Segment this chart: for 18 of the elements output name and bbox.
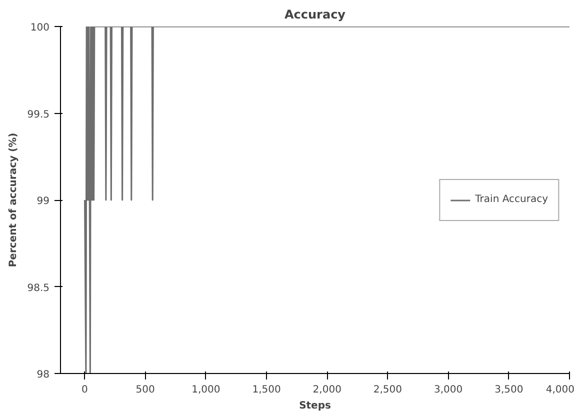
x-tick-label: 0 [82,384,88,396]
x-tick-label: 500 [136,384,155,396]
x-tick-label: 1,000 [192,384,220,396]
x-tick-label: 3,000 [434,384,463,396]
x-axis-title: Steps [299,400,331,412]
x-tick-label: 2,500 [373,384,402,396]
x-tick-label: 1,500 [252,384,281,396]
y-axis-title: Percent of accuracy (%) [8,132,20,268]
y-tick-label: 99 [36,196,50,207]
legend-label: Train Accuracy [475,194,548,205]
y-tick-label: 99.5 [27,109,50,120]
x-tick-label: 3,500 [494,384,524,396]
y-tick-label: 100 [30,22,50,34]
y-tick-label: 98.5 [27,282,50,294]
x-tick-label: 2,000 [312,384,342,396]
chart-title: Accuracy [284,8,346,22]
x-tick-label: 4,000 [546,384,574,396]
y-tick-label: 98 [36,370,50,380]
